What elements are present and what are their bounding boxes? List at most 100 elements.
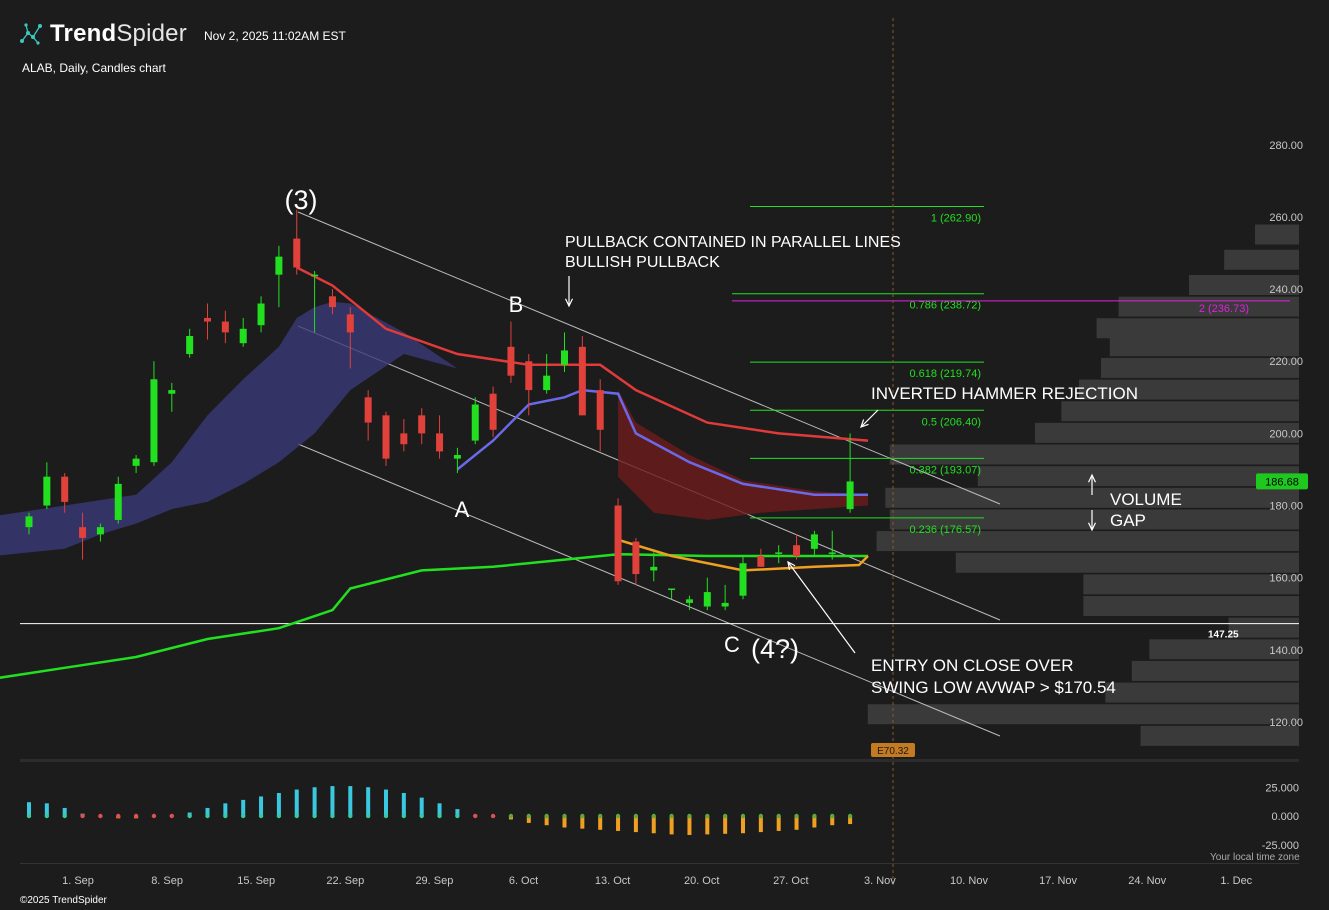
- oscillator-bar: [27, 802, 31, 816]
- oscillator-bar: [455, 809, 460, 816]
- oscillator-bar: [562, 816, 567, 828]
- support-line-label: 147.25: [1208, 630, 1239, 641]
- candle-body: [739, 563, 747, 596]
- candle-body: [489, 393, 497, 430]
- date-tick-label: 22. Sep: [326, 875, 364, 887]
- oscillator-bar: [44, 803, 49, 816]
- candle-body: [346, 314, 354, 333]
- candle-body: [543, 375, 551, 391]
- annotation-wave-3: (3): [285, 185, 318, 215]
- oscillator-bar: [687, 816, 692, 835]
- oscillator-dot: [205, 813, 210, 819]
- candle-body: [61, 476, 69, 502]
- oscillator-bar: [723, 816, 728, 834]
- parallel-channel-lines: 147.25: [20, 211, 1299, 737]
- time-axis-separator: [20, 863, 1299, 864]
- oscillator-dot: [687, 813, 692, 819]
- oscillator-dot: [401, 813, 407, 819]
- candle-body: [150, 379, 158, 463]
- oscillator-dot: [151, 813, 157, 819]
- candle-body: [436, 433, 444, 452]
- oscillator-dot: [812, 813, 817, 819]
- fibonacci-levels: 1 (262.90) 0.786 (238.72) 0.618 (219.74) 0.…: [732, 18, 1290, 885]
- annotation-wave-b: B: [509, 292, 524, 317]
- last-price-label: 186.68: [1265, 476, 1299, 488]
- candle-body: [382, 415, 390, 459]
- oscillator-bar: [812, 816, 817, 828]
- candle-body: [810, 534, 818, 549]
- candle-body: [96, 527, 104, 535]
- candle-body: [132, 458, 140, 466]
- oscillator-tick-label: -25.000: [1262, 840, 1299, 852]
- annotation-wave-a: A: [455, 497, 470, 522]
- candle-body: [239, 328, 247, 344]
- oscillator-bar: [669, 816, 674, 835]
- earnings-label: E70.32: [877, 746, 909, 757]
- oscillator-dot: [758, 813, 764, 819]
- oscillator-dot: [348, 813, 353, 819]
- volume-profile-bar: [1118, 296, 1299, 317]
- oscillator-dot: [80, 813, 85, 819]
- oscillator-tick-label: 25.000: [1265, 782, 1299, 794]
- last-price-tag: [1256, 473, 1308, 490]
- oscillator-dot: [330, 813, 335, 819]
- trendspider-logo: TrendSpider: [18, 20, 187, 48]
- volume-profile-bar: [1101, 357, 1299, 378]
- oscillator-dot: [722, 813, 728, 819]
- candles: [25, 209, 854, 611]
- oscillator-bar: [294, 789, 299, 816]
- oscillator-bar: [526, 816, 531, 823]
- volume-gap-arrow-up-head: [1087, 473, 1097, 483]
- date-tick-label: 17. Nov: [1039, 875, 1077, 887]
- candle-body: [453, 455, 461, 459]
- candle-body: [471, 404, 479, 441]
- fib-label: 0.236 (176.57): [909, 524, 981, 536]
- oscillator-dot: [490, 813, 496, 819]
- candle-body: [25, 516, 33, 528]
- oscillator-bar: [848, 816, 853, 825]
- oscillator-bar: [598, 816, 603, 830]
- panel-separator: [20, 759, 1299, 762]
- volume-profile-bar: [876, 531, 1299, 552]
- volume-profile-bar: [889, 509, 1299, 530]
- candle-body: [43, 476, 51, 506]
- annotation-volume-gap-line1: VOLUME: [1110, 490, 1182, 509]
- date-tick-label: 1. Dec: [1220, 875, 1252, 887]
- oscillator-dot: [133, 813, 139, 819]
- annotation-pullback-line2: BULLISH PULLBACK: [565, 254, 720, 271]
- oscillator-bar: [580, 816, 585, 829]
- annotation-wave-c: C: [724, 632, 740, 657]
- annotation-entry-line1: ENTRY ON CLOSE OVER: [871, 656, 1073, 675]
- avwap-orange-line: [617, 538, 869, 572]
- date-tick-label: 3. Nov: [864, 875, 896, 887]
- oscillator-bar: [758, 816, 763, 833]
- oscillator-dot: [705, 813, 710, 819]
- volume-profile-bar: [1105, 682, 1299, 703]
- brand-name: TrendSpider: [50, 20, 187, 48]
- candle-body: [632, 541, 640, 575]
- date-tick-label: 6. Oct: [509, 875, 538, 887]
- oscillator-bar: [384, 789, 388, 816]
- candle-body: [418, 415, 426, 434]
- oscillator-dot: [455, 813, 460, 819]
- oscillator-bar: [705, 816, 710, 835]
- candle-body: [364, 397, 372, 423]
- fib-label: 0.5 (206.40): [922, 416, 981, 428]
- oscillator-bar: [776, 816, 781, 831]
- volume-profile-bar: [885, 487, 1299, 508]
- oscillator-dot: [98, 813, 103, 819]
- copyright: ©2025 TrendSpider: [20, 895, 107, 906]
- oscillator-bar: [437, 803, 442, 816]
- oscillator-bar: [259, 796, 264, 816]
- oscillator-dot: [580, 813, 585, 819]
- date-tick-label: 10. Nov: [950, 875, 988, 887]
- candle-body: [114, 483, 122, 520]
- candle-body: [561, 350, 568, 365]
- candle-body: [685, 599, 693, 603]
- fib-label: 0.618 (219.74): [909, 368, 981, 380]
- volume-profile-bar: [1189, 274, 1299, 295]
- volume-profile-bar: [1035, 422, 1299, 443]
- price-tick-label: 120.00: [1269, 717, 1303, 729]
- candle-body: [257, 303, 265, 326]
